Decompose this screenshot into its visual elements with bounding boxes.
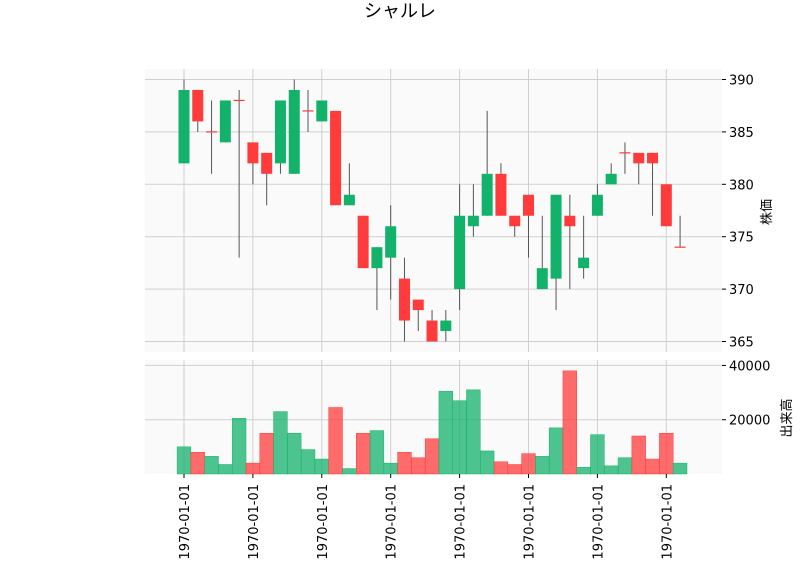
volume-bar <box>562 370 577 475</box>
candle-body-down <box>647 152 659 164</box>
price-tick-label: 365 <box>729 336 754 351</box>
volume-bar <box>507 464 522 475</box>
candle-body-up <box>343 194 355 206</box>
volume-bar <box>397 452 412 475</box>
volume-bar <box>576 466 591 475</box>
volume-bar <box>369 430 385 475</box>
volume-bar <box>342 468 357 475</box>
candle-body-up <box>219 100 231 143</box>
candle-body-up <box>536 268 548 290</box>
candle-body-down <box>564 215 576 227</box>
x-tick-label: 1970-01-01 <box>591 484 606 560</box>
volume-bar <box>604 465 619 475</box>
candle-body-down <box>357 215 369 269</box>
volume-bar <box>452 400 467 475</box>
candle-body-down <box>398 278 410 321</box>
candle-body-down <box>509 215 521 227</box>
candle-body-up <box>578 257 590 269</box>
price-tick-label: 385 <box>729 126 754 141</box>
price-tick-label: 375 <box>729 231 754 246</box>
candle-body-down <box>412 299 424 311</box>
volume-bar <box>466 389 481 475</box>
candle-body-down <box>330 110 342 206</box>
volume-bar <box>273 411 288 475</box>
volume-bar <box>231 418 247 475</box>
volume-bar <box>672 462 688 475</box>
volume-bar <box>590 434 605 475</box>
price-tick-label: 370 <box>729 283 754 298</box>
candle-body-up <box>481 173 493 216</box>
volume-axis-label: 出来高 <box>779 398 795 437</box>
candle-body-down <box>192 89 204 122</box>
volume-bars <box>176 370 688 475</box>
candle-body-down <box>523 194 534 216</box>
volume-bar <box>218 464 233 475</box>
x-tick-label: 1970-01-01 <box>385 484 400 560</box>
candle-body-up <box>316 100 328 122</box>
price-tick-label: 390 <box>729 73 754 88</box>
volume-bar <box>245 462 261 475</box>
volume-bar <box>411 457 426 475</box>
volume-bar <box>521 453 536 475</box>
volume-bar <box>617 457 633 475</box>
candle-body-up <box>274 100 286 164</box>
candle-body-up <box>454 215 466 290</box>
volume-bar <box>535 456 550 475</box>
candle-body-down <box>633 152 645 164</box>
volume-bar <box>287 433 302 475</box>
volume-tick-label: 40000 <box>729 359 770 374</box>
x-tick-label: 1970-01-01 <box>247 484 262 560</box>
volume-bar <box>424 438 440 475</box>
volume-bar <box>493 461 509 475</box>
candle-body-up <box>440 320 452 332</box>
volume-bar <box>176 446 192 475</box>
chart-title: シャルレ <box>364 1 436 22</box>
x-tick-label: 1970-01-01 <box>660 484 675 560</box>
price-tick-label: 380 <box>729 178 754 193</box>
x-tick-label: 1970-01-01 <box>178 484 193 560</box>
volume-bar <box>659 433 674 475</box>
candle-body-up <box>288 89 300 174</box>
volume-bar <box>480 450 495 475</box>
price-panel-background <box>145 69 722 352</box>
volume-bar <box>190 452 205 475</box>
volume-bar <box>645 458 660 475</box>
volume-bar <box>438 390 453 475</box>
price-axis-label: 株価 <box>760 199 775 225</box>
candle-body-down <box>426 320 438 342</box>
candle-body-up <box>178 89 190 164</box>
candle-body-up <box>371 247 383 269</box>
candle-body-down <box>261 152 273 174</box>
x-tick-label: 1970-01-01 <box>316 484 331 560</box>
volume-bar <box>631 435 646 475</box>
candle-body-up <box>467 215 479 227</box>
volume-bar <box>300 449 316 475</box>
candle-body-down <box>495 173 507 216</box>
candle-body-down <box>247 142 259 164</box>
volume-bar <box>548 427 564 475</box>
volume-tick-label: 20000 <box>729 414 770 429</box>
volume-bar <box>314 458 329 475</box>
volume-bar <box>204 456 219 475</box>
candle-body-up <box>605 173 617 185</box>
candle-body-up <box>550 194 562 279</box>
x-tick-label: 1970-01-01 <box>454 484 469 560</box>
volume-bar <box>383 462 398 475</box>
candle-body-up <box>385 226 397 258</box>
price-candles <box>178 79 686 342</box>
volume-bar <box>356 433 371 475</box>
volume-bar <box>259 433 274 475</box>
axes: 365 370 375 380 385 390 20000 40000 1970-01-01 19… <box>178 73 770 559</box>
candle-body-up <box>591 194 603 216</box>
x-tick-label: 1970-01-01 <box>523 484 538 560</box>
candle-body-down <box>660 184 672 227</box>
volume-bar <box>328 407 343 475</box>
